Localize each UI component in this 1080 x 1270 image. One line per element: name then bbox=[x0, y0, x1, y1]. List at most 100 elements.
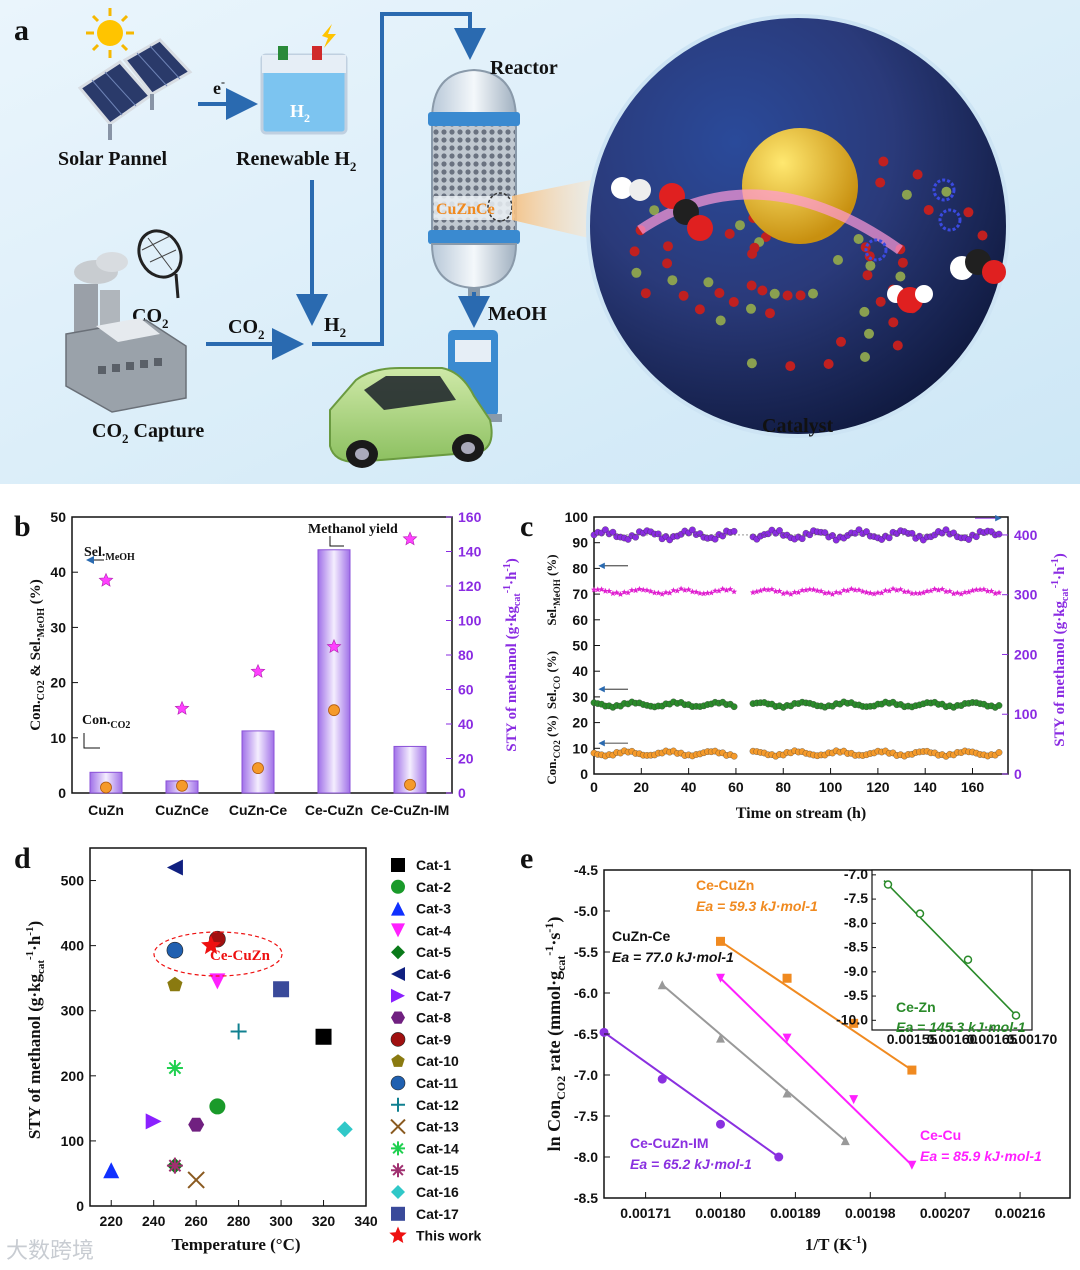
c-point-Sel.MeOH bbox=[901, 588, 908, 595]
d-legend-marker-Cat-8 bbox=[391, 1011, 405, 1024]
lattice-atom bbox=[662, 258, 673, 269]
c-point-Sel.MeOH bbox=[772, 588, 779, 594]
lattice-atom bbox=[901, 189, 912, 200]
panel-a: a Solar Pannel e- bbox=[0, 0, 1080, 484]
d-point-Cat-14 bbox=[166, 1060, 183, 1077]
c-point-Sel.MeOH bbox=[871, 590, 878, 597]
c-point-Sel.MeOH bbox=[882, 587, 889, 594]
d-legend-marker-Cat-17 bbox=[391, 1206, 405, 1221]
c-point-Sel.MeOH bbox=[693, 588, 700, 595]
watermark: 大数跨境 bbox=[6, 1239, 94, 1264]
d-legend-marker-Cat-9 bbox=[390, 1032, 406, 1047]
c-point-Sel.MeOH bbox=[708, 589, 715, 596]
d-point-Cat-15 bbox=[166, 1157, 183, 1174]
lattice-atom bbox=[715, 315, 726, 326]
d-legend-marker-Cat-15 bbox=[391, 1163, 405, 1178]
car-icon bbox=[329, 367, 493, 468]
catalyst-label: Catalyst bbox=[762, 415, 833, 437]
d-highlight-ellipse bbox=[153, 931, 283, 977]
c-point-Sel.MeOH bbox=[662, 589, 669, 596]
b-ytick-right-label: 40 bbox=[458, 716, 474, 732]
c-point-Sel.MeOH bbox=[837, 589, 844, 596]
c-point-Sel.MeOH bbox=[954, 589, 961, 596]
co2-capture-label: CO2 Capture bbox=[92, 420, 204, 446]
lattice-atom bbox=[678, 290, 689, 301]
lattice-atom bbox=[833, 255, 843, 265]
panel-label-a: a bbox=[14, 14, 29, 47]
c-point-Sel.MeOH bbox=[594, 586, 601, 593]
d-point-Cat-4 bbox=[209, 973, 226, 990]
reactor-label: Reactor bbox=[490, 57, 558, 79]
e-xtick-label: 0.00180 bbox=[695, 1205, 746, 1221]
c-ytick-left-label: 100 bbox=[565, 509, 589, 525]
lattice-atom bbox=[864, 328, 874, 339]
e-inset-xtick-label: 0.00170 bbox=[1007, 1031, 1058, 1047]
e-ytick-label: -8.0 bbox=[574, 1149, 598, 1165]
d-point-This work bbox=[201, 935, 221, 955]
co2-arrow-label: CO2 bbox=[228, 316, 265, 342]
e-inset-ytick-label: -8.5 bbox=[844, 939, 868, 955]
b-star-CuZn-Ce bbox=[250, 663, 266, 678]
c-point-Sel.MeOH bbox=[678, 585, 685, 592]
c-point-Sel.MeOH bbox=[874, 589, 881, 596]
e-series-ea-CuZn-Ce: Ea = 77.0 kJ·mol-1 bbox=[612, 949, 734, 965]
catalyst-sphere bbox=[586, 14, 1010, 438]
e-inset-ea: Ea = 145.3 kJ·mol-1 bbox=[896, 1019, 1026, 1035]
c-point-Sel.MeOH bbox=[659, 590, 666, 597]
feed-pipe bbox=[312, 12, 486, 346]
d-ylabel: STY of methanol (g·kgcat-1·h-1) bbox=[24, 921, 47, 1139]
panel-label-d: d bbox=[14, 842, 31, 875]
c-point-Sel.MeOH bbox=[969, 587, 976, 594]
lattice-atom bbox=[860, 352, 870, 362]
c-ytick-left-label: 90 bbox=[572, 535, 588, 551]
lattice-atom bbox=[735, 220, 745, 231]
c-point-Sel.MeOH bbox=[640, 586, 647, 593]
b-annot-yield-arrow bbox=[329, 536, 344, 547]
d-legend-label: Cat-10 bbox=[416, 1053, 459, 1069]
c-point-Sel.MeOH bbox=[878, 589, 885, 596]
meoh-label: MeOH bbox=[488, 303, 547, 325]
b-xtick-label: CuZn bbox=[88, 802, 124, 818]
b-ytick-right-label: 80 bbox=[458, 647, 474, 663]
e-fit-line-Ce-CuZn-IM bbox=[603, 1031, 780, 1158]
c-point-Sel.MeOH bbox=[977, 586, 984, 593]
c-ytick-left-label: 0 bbox=[580, 766, 588, 782]
d-legend-marker-Cat-12 bbox=[391, 1097, 405, 1112]
c-ylabel-right: STY of methanol (g·kgcat-1·h-1) bbox=[1050, 553, 1071, 747]
e-ytick-label: -5.5 bbox=[574, 944, 598, 960]
e-ylabel: ln ConCO2 rate (mmol·gcat-1·s-1) bbox=[542, 917, 568, 1152]
c-xtick-label: 100 bbox=[819, 779, 843, 795]
lattice-atom bbox=[864, 251, 875, 262]
c-xlabel: Time on stream (h) bbox=[736, 805, 867, 822]
c-point-Sel.MeOH bbox=[617, 591, 624, 597]
b-circle-CuZn bbox=[100, 781, 112, 794]
lattice-atom bbox=[747, 248, 758, 259]
c-point-Sel.MeOH bbox=[651, 589, 658, 596]
c-point-Sel.MeOH bbox=[821, 590, 828, 596]
e-inset-ytick-label: -8.0 bbox=[844, 914, 868, 930]
d-point-Cat-8 bbox=[188, 1117, 205, 1132]
c-point-Sel.MeOH bbox=[810, 586, 817, 593]
b-ytick-right-label: 100 bbox=[458, 613, 482, 629]
gold-nanoparticle bbox=[742, 128, 858, 244]
c-point-Sel.MeOH bbox=[757, 587, 764, 594]
panel-label-e: e bbox=[520, 842, 533, 875]
e-point-Ce-CuZn-IM bbox=[657, 1074, 667, 1084]
e-ytick-label: -4.5 bbox=[574, 862, 598, 878]
c-xtick-label: 20 bbox=[634, 779, 650, 795]
d-xtick-label: 280 bbox=[227, 1213, 251, 1229]
c-point-Sel.MeOH bbox=[965, 588, 972, 595]
c-ylabel-selco: Sel.CO (%) bbox=[544, 651, 562, 709]
d-legend-label: Cat-11 bbox=[416, 1075, 458, 1091]
c-xtick-label: 120 bbox=[866, 779, 890, 795]
lattice-atom bbox=[746, 280, 757, 291]
e-point-Ce-Cu bbox=[782, 1033, 792, 1043]
c-point-Sel.MeOH bbox=[863, 589, 870, 596]
lattice-atom bbox=[912, 169, 923, 180]
c-point-Sel.MeOH bbox=[647, 588, 654, 594]
d-xtick-label: 320 bbox=[312, 1213, 336, 1229]
d-legend-marker-Cat-1 bbox=[391, 858, 405, 872]
b-circle-Ce-CuZn-IM bbox=[404, 778, 416, 791]
lattice-atom bbox=[875, 177, 886, 188]
e-inset-xtick-label: 0.00165 bbox=[967, 1031, 1018, 1047]
